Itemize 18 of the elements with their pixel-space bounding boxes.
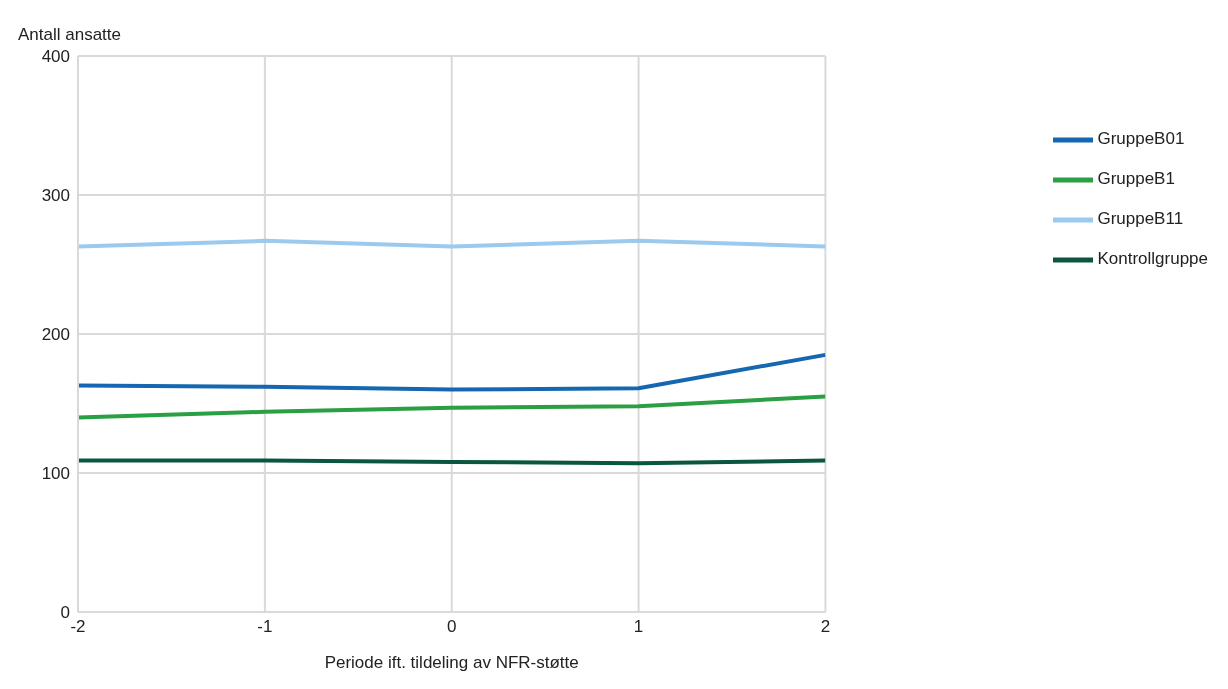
- x-tick-label: -1: [257, 617, 273, 637]
- line-series: [78, 394, 826, 420]
- x-axis-title: Periode ift. tildeling av NFR-støtte: [324, 653, 579, 673]
- x-tick-label: -2: [70, 617, 86, 637]
- line-series: [78, 352, 826, 392]
- legend-label: Kontrollgruppe: [1097, 249, 1208, 269]
- y-axis-title: Antall ansatte: [18, 25, 122, 44]
- y-tick-label: 0: [60, 603, 70, 623]
- legend-label: GruppeB01: [1097, 129, 1185, 149]
- x-tick-label: 2: [820, 617, 831, 637]
- y-tick-label: 300: [41, 186, 70, 206]
- y-tick-label: 200: [41, 325, 70, 345]
- x-tick-label: 1: [633, 617, 644, 637]
- legend-label: GruppeB11: [1097, 209, 1184, 229]
- y-tick-label: 100: [41, 464, 70, 484]
- y-tick-label: 400: [41, 47, 70, 67]
- x-tick-label: 0: [446, 617, 457, 637]
- legend-label: GruppeB1: [1097, 169, 1175, 189]
